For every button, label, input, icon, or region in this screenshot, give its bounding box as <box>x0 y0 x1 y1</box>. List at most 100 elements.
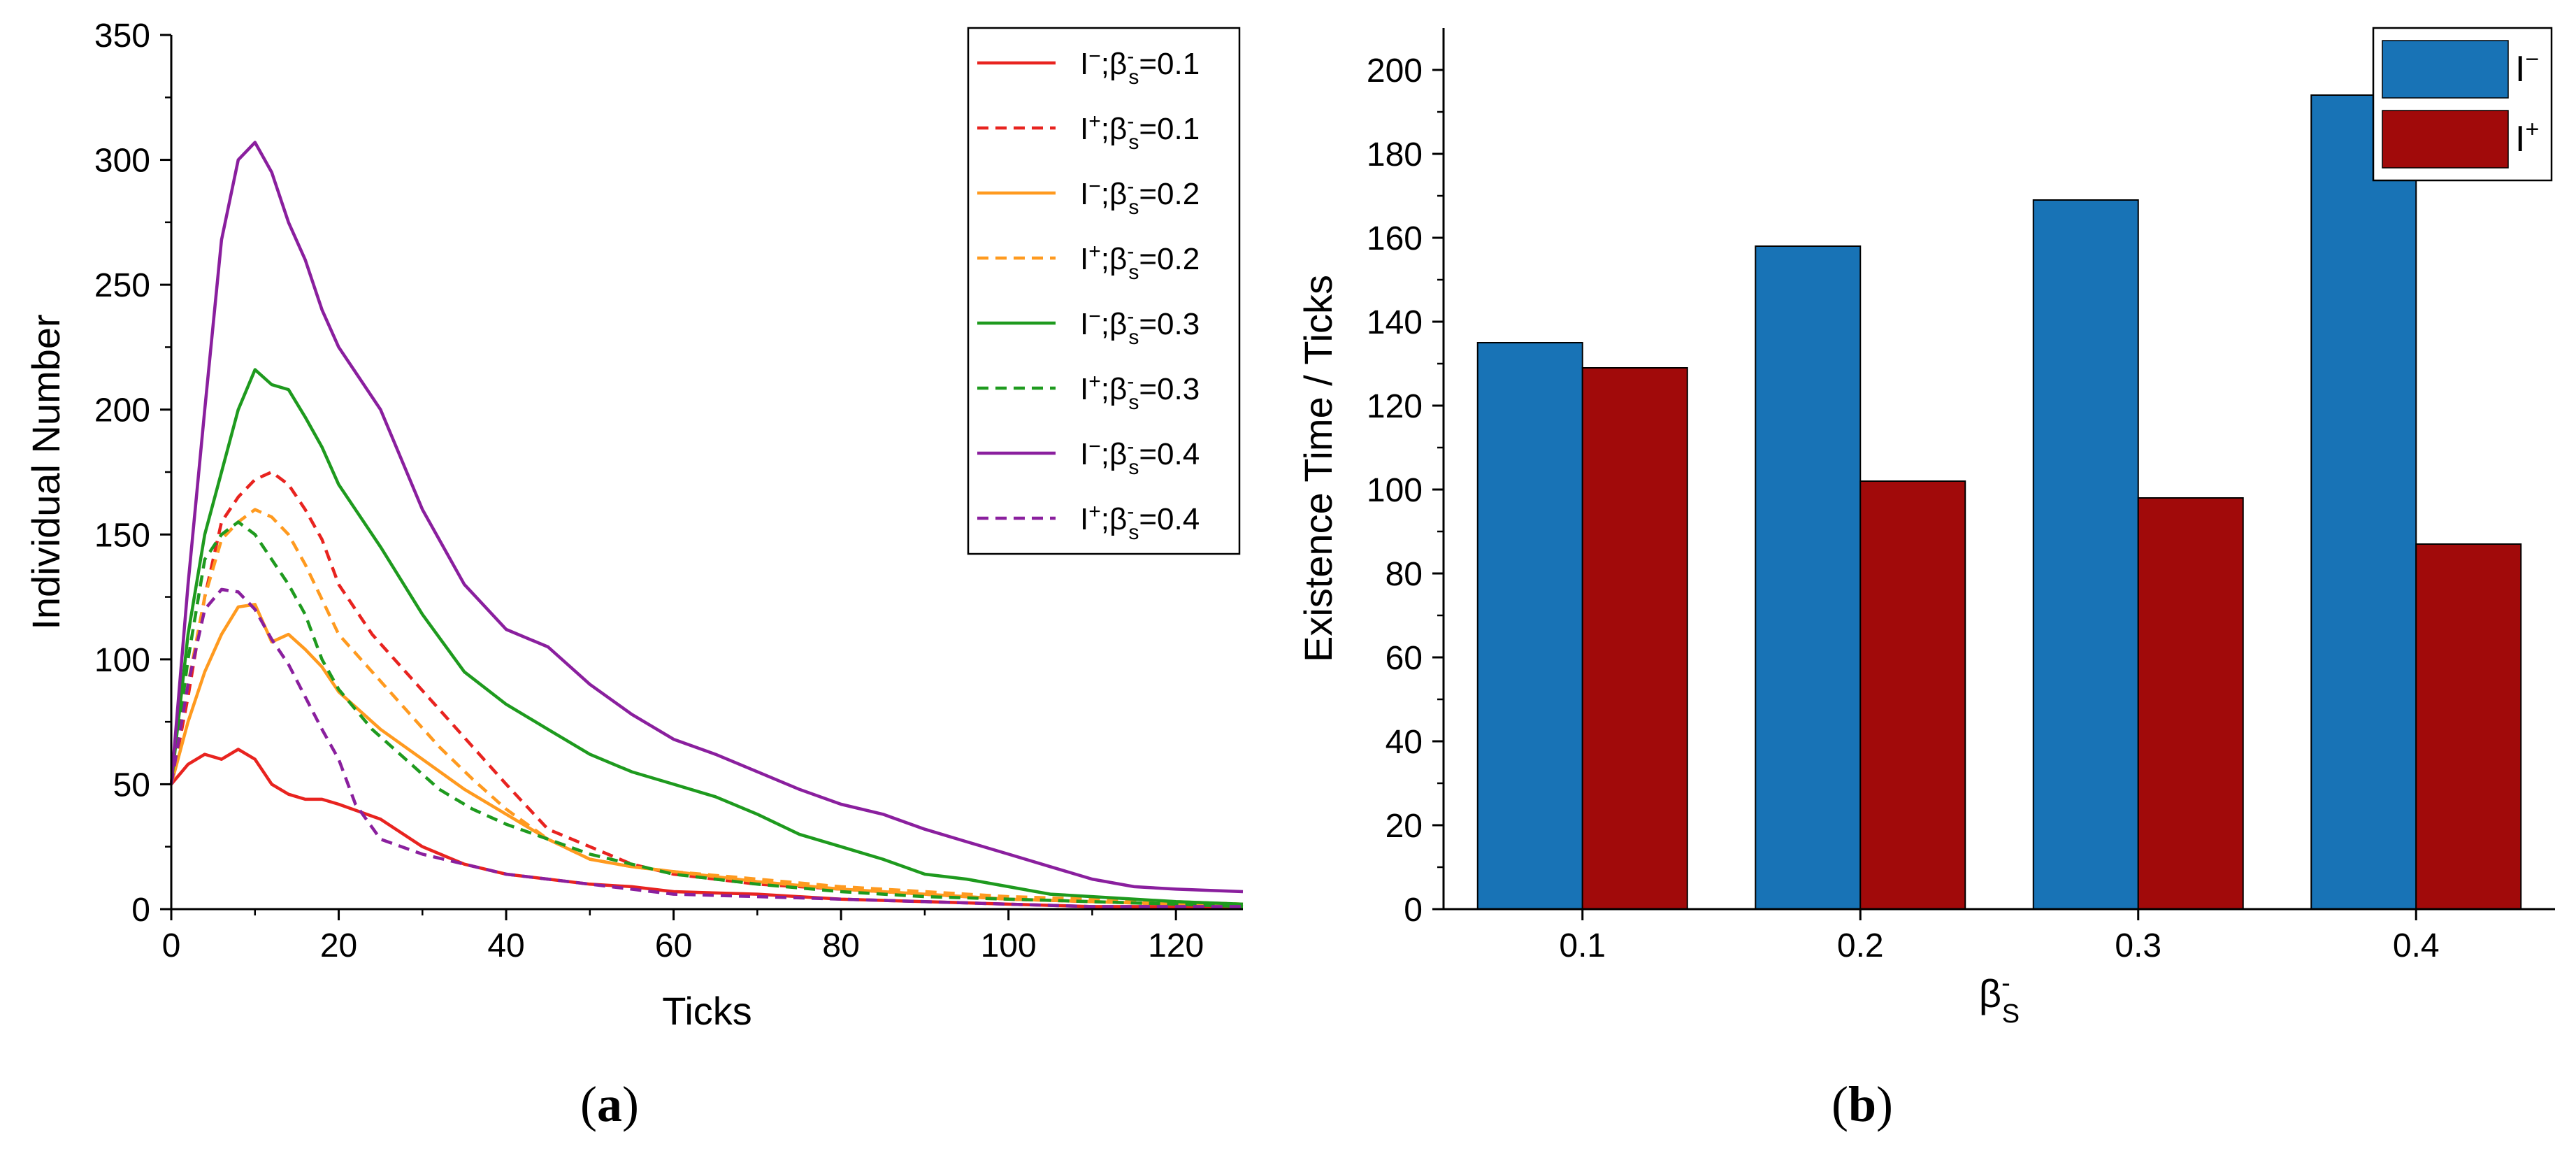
legend-label-sep: ; <box>1101 437 1109 471</box>
y-tick-label-b: 200 <box>1367 52 1423 90</box>
bar-iminus-0.3 <box>2032 199 2139 910</box>
legend-b-main: I <box>2515 49 2525 90</box>
legend-label-main: I <box>1080 307 1088 341</box>
legend-label-main: I <box>1080 112 1088 146</box>
legend-label-sup: − <box>1088 435 1101 458</box>
series-line-5 <box>169 368 1244 906</box>
series-line-6 <box>169 520 1244 908</box>
legend-label-value: =0.1 <box>1139 47 1200 81</box>
legend-b: I− I+ <box>2372 27 2553 182</box>
x-tick-label-a: 60 <box>655 927 692 964</box>
caption-b: (b) <box>1832 1076 1894 1132</box>
x-tick-label-a: 80 <box>822 927 859 964</box>
bar-iplus-0.4 <box>2415 543 2522 910</box>
bar-iminus-0.1 <box>1476 342 1583 910</box>
legend-label-sep: ; <box>1101 47 1109 81</box>
legend-label-main: I <box>1080 177 1088 211</box>
y-tick-label-b: 20 <box>1386 808 1423 845</box>
y-tick-label-a: 150 <box>94 517 150 554</box>
legend-box-a <box>967 27 1241 555</box>
legend-label-5: I−;β-s=0.3 <box>1080 305 1200 349</box>
y-axis-label-b: Existence Time / Ticks <box>1296 275 1340 662</box>
y-tick-label-b: 180 <box>1367 136 1423 173</box>
y-tick-label-a: 0 <box>131 892 150 929</box>
legend-label-value: =0.1 <box>1139 112 1200 146</box>
legend-label-3: I−;β-s=0.2 <box>1080 175 1200 219</box>
legend-a: I−;β-s=0.1I+;β-s=0.1I−;β-s=0.2I+;β-s=0.2… <box>967 27 1241 555</box>
y-tick-label-a: 100 <box>94 642 150 679</box>
legend-label-beta: β <box>1109 372 1127 406</box>
legend-label-value: =0.2 <box>1139 177 1200 211</box>
legend-label-sep: ; <box>1101 242 1109 276</box>
legend-label-sup: + <box>1088 110 1101 133</box>
legend-label-value: =0.2 <box>1139 242 1200 276</box>
y-tick-label-a: 300 <box>94 143 150 180</box>
legend-label-sep: ; <box>1101 502 1109 536</box>
legend-label-8: I+;β-s=0.4 <box>1080 500 1200 544</box>
panel-a: 0 50 100 150 200 250 300 350 0 20 40 60 80 100 120 Tick… <box>24 17 1244 1033</box>
legend-label-bsub: s <box>1128 456 1139 479</box>
bar-iminus-0.2 <box>1755 245 1862 910</box>
legend-label-value: =0.3 <box>1139 307 1200 341</box>
x-tick-label-b: 0.3 <box>2115 927 2161 964</box>
x-tick-label-a: 40 <box>487 927 524 964</box>
y-tick-label-a: 350 <box>94 17 150 55</box>
legend-label-bsup: - <box>1127 305 1134 328</box>
legend-label-sep: ; <box>1101 112 1109 146</box>
bar-iminus-0.4 <box>2310 94 2417 910</box>
legend-label-main: I <box>1080 47 1088 81</box>
x-tick-label-a: 0 <box>162 927 181 964</box>
x-tick-label-b: 0.4 <box>2393 927 2440 964</box>
legend-label-beta: β <box>1109 437 1127 471</box>
legend-label-sup: − <box>1088 305 1101 328</box>
legend-label-beta: β <box>1109 47 1127 81</box>
legend-label-value: =0.4 <box>1139 437 1200 471</box>
legend-label-sep: ; <box>1101 177 1109 211</box>
legend-label-bsub: s <box>1128 131 1139 154</box>
legend-label-b-2: I+ <box>2515 116 2539 159</box>
y-tick-label-b: 120 <box>1367 388 1423 425</box>
legend-label-2: I+;β-s=0.1 <box>1080 110 1200 154</box>
x-tick-label-a: 120 <box>1148 927 1204 964</box>
caption-a: (a) <box>580 1076 639 1132</box>
legend-label-bsup: - <box>1127 45 1134 68</box>
legend-label-beta: β <box>1109 307 1127 341</box>
panel-b: 0.1 0.2 0.3 0.4 0 20 40 60 80 100 120 140 160 180 200 β… <box>1296 27 2555 1029</box>
bar-iplus-0.3 <box>2137 497 2244 910</box>
x-axis-label-b-main: β <box>1979 971 2001 1015</box>
legend-label-bsup: - <box>1127 435 1134 458</box>
x-axis-label-b-sub: S <box>2002 999 2020 1029</box>
legend-label-beta: β <box>1109 177 1127 211</box>
legend-label-beta: β <box>1109 242 1127 276</box>
legend-label-sep: ; <box>1101 372 1109 406</box>
x-tick-label-b: 0.2 <box>1837 927 1884 964</box>
legend-label-main: I <box>1080 502 1088 536</box>
y-tick-label-a: 50 <box>113 766 150 804</box>
bar-iplus-0.1 <box>1581 367 1688 910</box>
legend-swatch-b-1 <box>2382 40 2509 99</box>
legend-label-bsub: s <box>1128 261 1139 284</box>
y-tick-label-b: 80 <box>1386 556 1423 593</box>
y-tick-label-b: 100 <box>1367 472 1423 509</box>
y-tick-label-a: 250 <box>94 267 150 304</box>
legend-label-bsub: s <box>1128 521 1139 544</box>
legend-label-sup: − <box>1088 45 1101 68</box>
x-tick-label-b: 0.1 <box>1559 927 1606 964</box>
y-tick-label-b: 0 <box>1404 892 1423 929</box>
legend-label-sup: + <box>1088 370 1101 393</box>
legend-label-bsub: s <box>1128 391 1139 414</box>
legend-label-beta: β <box>1109 502 1127 536</box>
legend-label-main: I <box>1080 437 1088 471</box>
legend-label-beta: β <box>1109 112 1127 146</box>
x-axis-label-b-sup: - <box>2001 969 2010 998</box>
series-line-4 <box>169 508 1244 906</box>
legend-label-main: I <box>1080 372 1088 406</box>
y-tick-label-b: 40 <box>1386 724 1423 761</box>
legend-label-bsub: s <box>1128 326 1139 349</box>
legend-label-b-1: I− <box>2515 46 2539 90</box>
legend-label-bsub: s <box>1128 66 1139 89</box>
legend-label-bsup: - <box>1127 240 1134 263</box>
legend-label-1: I−;β-s=0.1 <box>1080 45 1200 89</box>
bar-iplus-0.2 <box>1859 480 1966 910</box>
